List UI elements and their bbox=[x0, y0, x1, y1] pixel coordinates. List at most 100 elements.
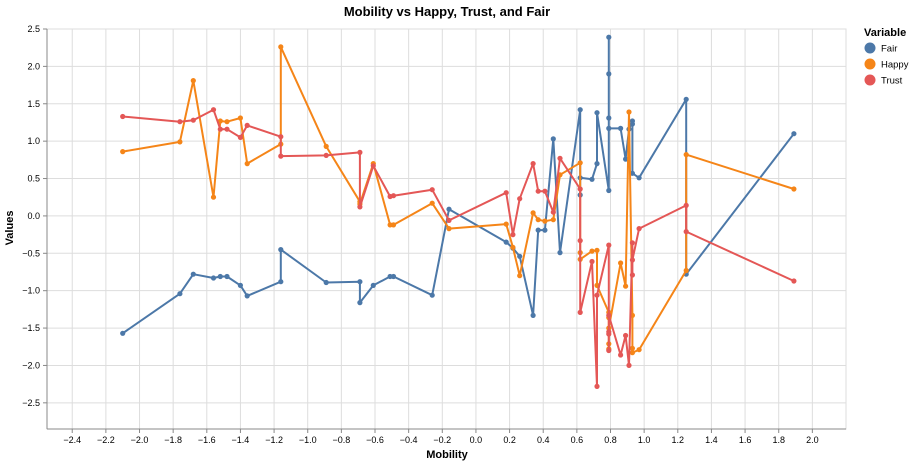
data-point-trust[interactable] bbox=[594, 292, 600, 298]
data-point-happy[interactable] bbox=[510, 244, 516, 250]
data-point-fair[interactable] bbox=[542, 227, 548, 233]
data-point-trust[interactable] bbox=[278, 134, 284, 140]
data-point-trust[interactable] bbox=[618, 352, 624, 358]
data-point-happy[interactable] bbox=[530, 210, 536, 216]
data-point-happy[interactable] bbox=[542, 218, 548, 224]
data-point-fair[interactable] bbox=[535, 227, 541, 233]
data-point-trust[interactable] bbox=[594, 383, 600, 389]
data-point-trust[interactable] bbox=[606, 242, 612, 248]
data-point-fair[interactable] bbox=[217, 273, 223, 280]
data-point-fair[interactable] bbox=[606, 34, 612, 40]
data-point-happy[interactable] bbox=[629, 350, 636, 356]
data-point-happy[interactable] bbox=[577, 160, 583, 166]
data-point-happy[interactable] bbox=[683, 152, 689, 158]
data-point-happy[interactable] bbox=[429, 200, 435, 206]
data-point-trust[interactable] bbox=[636, 226, 642, 232]
data-point-happy[interactable] bbox=[626, 109, 632, 115]
data-point-trust[interactable] bbox=[629, 257, 636, 263]
data-point-fair[interactable] bbox=[683, 96, 689, 102]
data-point-fair[interactable] bbox=[446, 206, 452, 212]
data-point-fair[interactable] bbox=[244, 293, 250, 299]
data-point-trust[interactable] bbox=[357, 204, 363, 210]
data-point-trust[interactable] bbox=[683, 202, 689, 208]
data-point-fair[interactable] bbox=[629, 121, 636, 127]
data-point-happy[interactable] bbox=[177, 139, 183, 145]
legend-item-happy[interactable]: Happy bbox=[864, 58, 909, 71]
data-point-trust[interactable] bbox=[510, 232, 516, 238]
data-point-trust[interactable] bbox=[542, 188, 548, 194]
data-point-fair[interactable] bbox=[606, 115, 612, 121]
data-point-happy[interactable] bbox=[278, 44, 284, 50]
data-point-trust[interactable] bbox=[224, 126, 230, 132]
data-point-fair[interactable] bbox=[224, 273, 230, 280]
data-point-fair[interactable] bbox=[594, 161, 600, 167]
data-point-happy[interactable] bbox=[594, 247, 600, 253]
data-point-trust[interactable] bbox=[606, 347, 612, 354]
data-point-fair[interactable] bbox=[636, 175, 642, 181]
data-point-happy[interactable] bbox=[517, 273, 523, 279]
data-point-trust[interactable] bbox=[517, 196, 523, 202]
data-point-trust[interactable] bbox=[357, 149, 363, 155]
data-point-trust[interactable] bbox=[629, 240, 636, 246]
data-point-trust[interactable] bbox=[237, 134, 243, 140]
data-point-fair[interactable] bbox=[594, 110, 600, 116]
data-point-fair[interactable] bbox=[530, 312, 536, 318]
data-point-fair[interactable] bbox=[557, 250, 563, 256]
data-point-trust[interactable] bbox=[446, 217, 452, 223]
data-point-fair[interactable] bbox=[278, 279, 284, 285]
data-point-trust[interactable] bbox=[244, 122, 250, 128]
data-point-happy[interactable] bbox=[210, 194, 217, 200]
data-point-fair[interactable] bbox=[323, 279, 329, 286]
data-point-fair[interactable] bbox=[606, 187, 612, 194]
data-point-fair[interactable] bbox=[357, 279, 363, 285]
data-point-happy[interactable] bbox=[503, 221, 509, 227]
data-point-fair[interactable] bbox=[629, 170, 636, 176]
data-point-happy[interactable] bbox=[589, 248, 595, 254]
data-point-happy[interactable] bbox=[244, 161, 250, 167]
data-point-happy[interactable] bbox=[550, 217, 556, 223]
data-point-happy[interactable] bbox=[629, 345, 636, 351]
data-point-fair[interactable] bbox=[517, 253, 523, 259]
data-point-fair[interactable] bbox=[210, 275, 217, 281]
data-point-trust[interactable] bbox=[210, 107, 217, 113]
data-point-fair[interactable] bbox=[623, 156, 629, 162]
data-point-fair[interactable] bbox=[503, 239, 509, 245]
legend-item-trust[interactable]: Trust bbox=[864, 74, 903, 87]
data-point-trust[interactable] bbox=[278, 153, 284, 159]
data-point-trust[interactable] bbox=[217, 126, 223, 132]
data-point-happy[interactable] bbox=[323, 143, 329, 149]
data-point-fair[interactable] bbox=[370, 282, 376, 288]
data-point-trust[interactable] bbox=[577, 309, 583, 315]
data-point-happy[interactable] bbox=[390, 222, 397, 228]
data-point-trust[interactable] bbox=[323, 152, 329, 158]
data-point-fair[interactable] bbox=[177, 291, 183, 297]
data-point-trust[interactable] bbox=[626, 362, 632, 368]
data-point-fair[interactable] bbox=[429, 292, 435, 298]
data-point-trust[interactable] bbox=[503, 190, 509, 196]
data-point-trust[interactable] bbox=[429, 187, 435, 193]
data-point-trust[interactable] bbox=[390, 193, 397, 199]
data-point-fair[interactable] bbox=[791, 131, 797, 137]
data-point-happy[interactable] bbox=[636, 347, 642, 353]
data-point-fair[interactable] bbox=[357, 300, 363, 306]
data-point-trust[interactable] bbox=[606, 329, 612, 335]
data-point-trust[interactable] bbox=[577, 238, 583, 244]
data-point-trust[interactable] bbox=[370, 163, 376, 169]
data-point-trust[interactable] bbox=[629, 272, 636, 278]
data-point-fair[interactable] bbox=[550, 136, 556, 142]
data-point-trust[interactable] bbox=[557, 155, 563, 161]
data-point-trust[interactable] bbox=[606, 312, 612, 318]
legend-item-fair[interactable]: Fair bbox=[864, 42, 898, 55]
data-point-trust[interactable] bbox=[120, 113, 126, 120]
data-point-trust[interactable] bbox=[683, 229, 689, 235]
data-point-happy[interactable] bbox=[683, 267, 689, 274]
data-point-happy[interactable] bbox=[237, 115, 243, 121]
data-point-fair[interactable] bbox=[390, 273, 397, 280]
data-point-trust[interactable] bbox=[535, 188, 541, 194]
data-point-trust[interactable] bbox=[530, 161, 536, 167]
data-point-fair[interactable] bbox=[606, 71, 612, 77]
data-point-happy[interactable] bbox=[446, 226, 452, 232]
data-point-happy[interactable] bbox=[190, 78, 196, 84]
data-point-happy[interactable] bbox=[120, 149, 126, 155]
data-point-trust[interactable] bbox=[791, 278, 797, 284]
